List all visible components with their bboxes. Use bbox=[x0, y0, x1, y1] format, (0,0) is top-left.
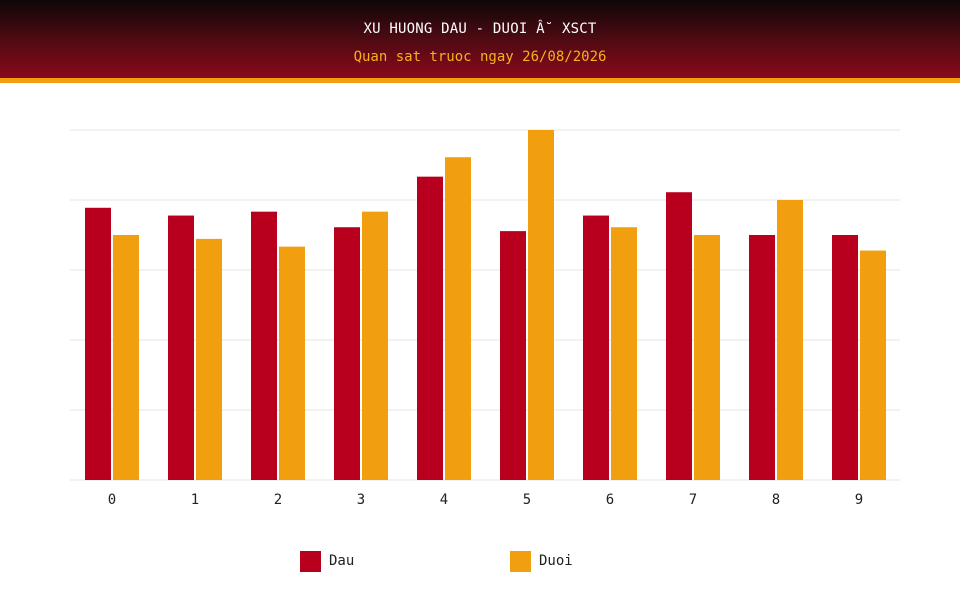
bar-dau-7[interactable] bbox=[666, 192, 692, 480]
x-tick-label-5: 5 bbox=[523, 492, 531, 508]
bar-duoi-4[interactable] bbox=[445, 157, 471, 480]
bars bbox=[85, 130, 886, 481]
x-tick-label-6: 6 bbox=[606, 492, 614, 508]
legend-swatch-dau bbox=[300, 550, 321, 572]
bar-dau-3[interactable] bbox=[334, 227, 360, 480]
legend-item-duoi[interactable]: Duoi bbox=[510, 550, 573, 572]
bar-duoi-0[interactable] bbox=[113, 235, 139, 480]
x-tick-labels: 0 1 2 3 4 5 6 7 8 9 bbox=[108, 492, 863, 508]
x-tick-label-2: 2 bbox=[274, 492, 282, 508]
bar-dau-6[interactable] bbox=[583, 215, 609, 481]
legend-swatch-duoi bbox=[510, 550, 531, 572]
legend-item-dau[interactable]: Dau bbox=[300, 550, 354, 572]
bar-duoi-7[interactable] bbox=[694, 235, 720, 480]
legend-label-duoi: Duoi bbox=[539, 553, 573, 569]
bar-dau-4[interactable] bbox=[417, 176, 443, 480]
header-accent-strip bbox=[0, 78, 960, 83]
bar-dau-0[interactable] bbox=[85, 207, 111, 480]
x-tick-label-0: 0 bbox=[108, 492, 116, 508]
x-tick-label-1: 1 bbox=[191, 492, 199, 508]
chart-title: XU HUONG DAU - DUOI Â˘ XSCT bbox=[363, 21, 597, 37]
bar-duoi-3[interactable] bbox=[362, 211, 388, 480]
bar-duoi-6[interactable] bbox=[611, 227, 637, 480]
bar-duoi-1[interactable] bbox=[196, 238, 222, 480]
x-tick-label-4: 4 bbox=[440, 492, 448, 508]
bar-duoi-9[interactable] bbox=[860, 250, 886, 480]
bar-duoi-8[interactable] bbox=[777, 200, 803, 480]
bar-dau-8[interactable] bbox=[749, 235, 775, 480]
legend-label-dau: Dau bbox=[329, 553, 355, 569]
bar-dau-2[interactable] bbox=[251, 211, 277, 480]
bar-duoi-5[interactable] bbox=[528, 130, 554, 480]
bar-duoi-2[interactable] bbox=[279, 246, 305, 480]
bar-dau-5[interactable] bbox=[500, 231, 526, 480]
chart-header bbox=[0, 0, 960, 78]
x-tick-label-8: 8 bbox=[772, 492, 780, 508]
x-tick-label-7: 7 bbox=[689, 492, 697, 508]
chart-subtitle: Quan sat truoc ngay 26/08/2026 bbox=[353, 49, 607, 65]
x-tick-label-3: 3 bbox=[357, 492, 365, 508]
bar-dau-9[interactable] bbox=[832, 235, 858, 480]
grid-lines bbox=[70, 129, 900, 481]
x-tick-label-9: 9 bbox=[855, 492, 863, 508]
bar-dau-1[interactable] bbox=[168, 215, 194, 481]
